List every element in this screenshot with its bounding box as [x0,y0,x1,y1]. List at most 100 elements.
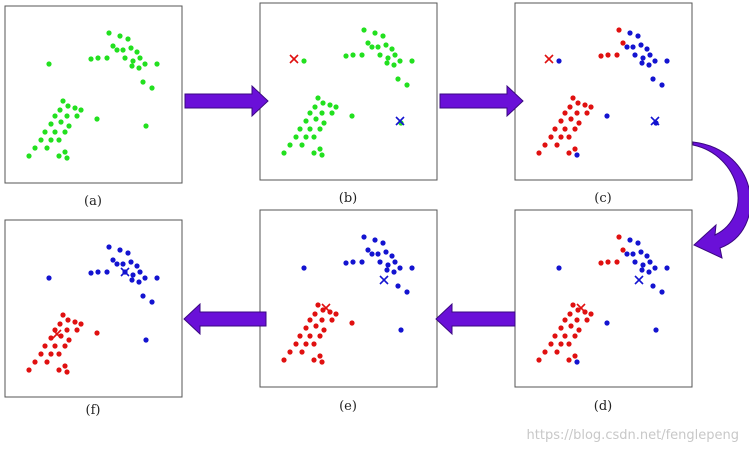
data-point [536,357,542,363]
arrow-e-to-f [183,302,267,336]
data-point [359,52,365,58]
data-point [644,253,650,259]
blue-centroid-marker [634,275,644,285]
data-point [120,47,126,53]
red-centroid-marker [544,54,554,64]
data-point [48,137,54,143]
data-point [574,359,580,365]
data-point [632,259,638,265]
data-point [313,116,319,122]
data-point [142,61,148,67]
data-point [44,359,50,365]
data-point [574,317,580,323]
data-point [349,113,355,119]
data-point [104,269,110,275]
data-point [66,123,72,129]
data-point [42,129,48,135]
data-point [584,317,590,323]
data-point [333,104,339,110]
data-point [311,150,317,156]
panel-a-label: (a) [84,194,102,209]
panel-f-label: (f) [86,403,101,418]
data-point [311,134,317,140]
data-point [372,30,378,36]
data-point [598,53,604,59]
data-point [142,275,148,281]
data-point [566,357,572,363]
data-point [66,337,72,343]
data-point [548,341,554,347]
data-point [558,341,564,347]
data-point [62,363,68,369]
data-point [125,36,131,42]
data-point [369,44,375,50]
panel-a: (a) [4,5,183,209]
red-centroid-marker [289,54,299,64]
data-point [639,267,645,273]
data-point [614,259,620,265]
data-point [624,44,630,50]
data-point [542,142,548,148]
data-point [301,265,307,271]
data-point [48,121,54,127]
data-point [64,113,70,119]
data-point [576,327,582,333]
data-point [647,52,653,58]
arrow-a-to-b [184,84,269,118]
data-point [293,134,299,140]
data-point [32,359,38,365]
data-point [134,263,140,269]
data-point [94,116,100,122]
data-point [129,63,135,69]
red-centroid-marker [52,329,62,339]
data-point [639,60,645,66]
data-point [52,113,58,119]
data-point [321,120,327,126]
data-point [303,118,309,124]
data-point [588,311,594,317]
data-point [65,103,71,109]
data-point [397,265,403,271]
data-point [46,61,52,67]
data-point [317,333,323,339]
data-point [409,265,415,271]
data-point [389,253,395,259]
data-point [562,333,568,339]
data-point [52,129,58,135]
data-point [576,120,582,126]
data-point [140,293,146,299]
data-point [377,52,383,58]
data-point [554,349,560,355]
data-point [117,247,123,253]
data-point [62,129,68,135]
data-point [584,110,590,116]
data-point [65,317,71,323]
data-point [72,105,78,111]
data-point [616,27,622,33]
data-point [297,126,303,132]
data-point [572,333,578,339]
data-point [299,349,305,355]
data-point [136,65,142,71]
data-point [614,52,620,58]
data-point [46,275,52,281]
data-point [404,289,410,295]
data-point [638,42,644,48]
data-point [72,319,78,325]
data-point [568,116,574,122]
panel-b-label: (b) [339,191,357,206]
data-point [137,269,143,275]
data-point [281,150,287,156]
data-point [404,82,410,88]
data-point [568,323,574,329]
data-point [143,123,149,129]
data-point [350,259,356,265]
data-point [567,311,573,317]
data-point [380,240,386,246]
data-point [647,259,653,265]
data-point [125,250,131,256]
data-point [42,343,48,349]
data-point [380,33,386,39]
data-point [624,251,630,257]
